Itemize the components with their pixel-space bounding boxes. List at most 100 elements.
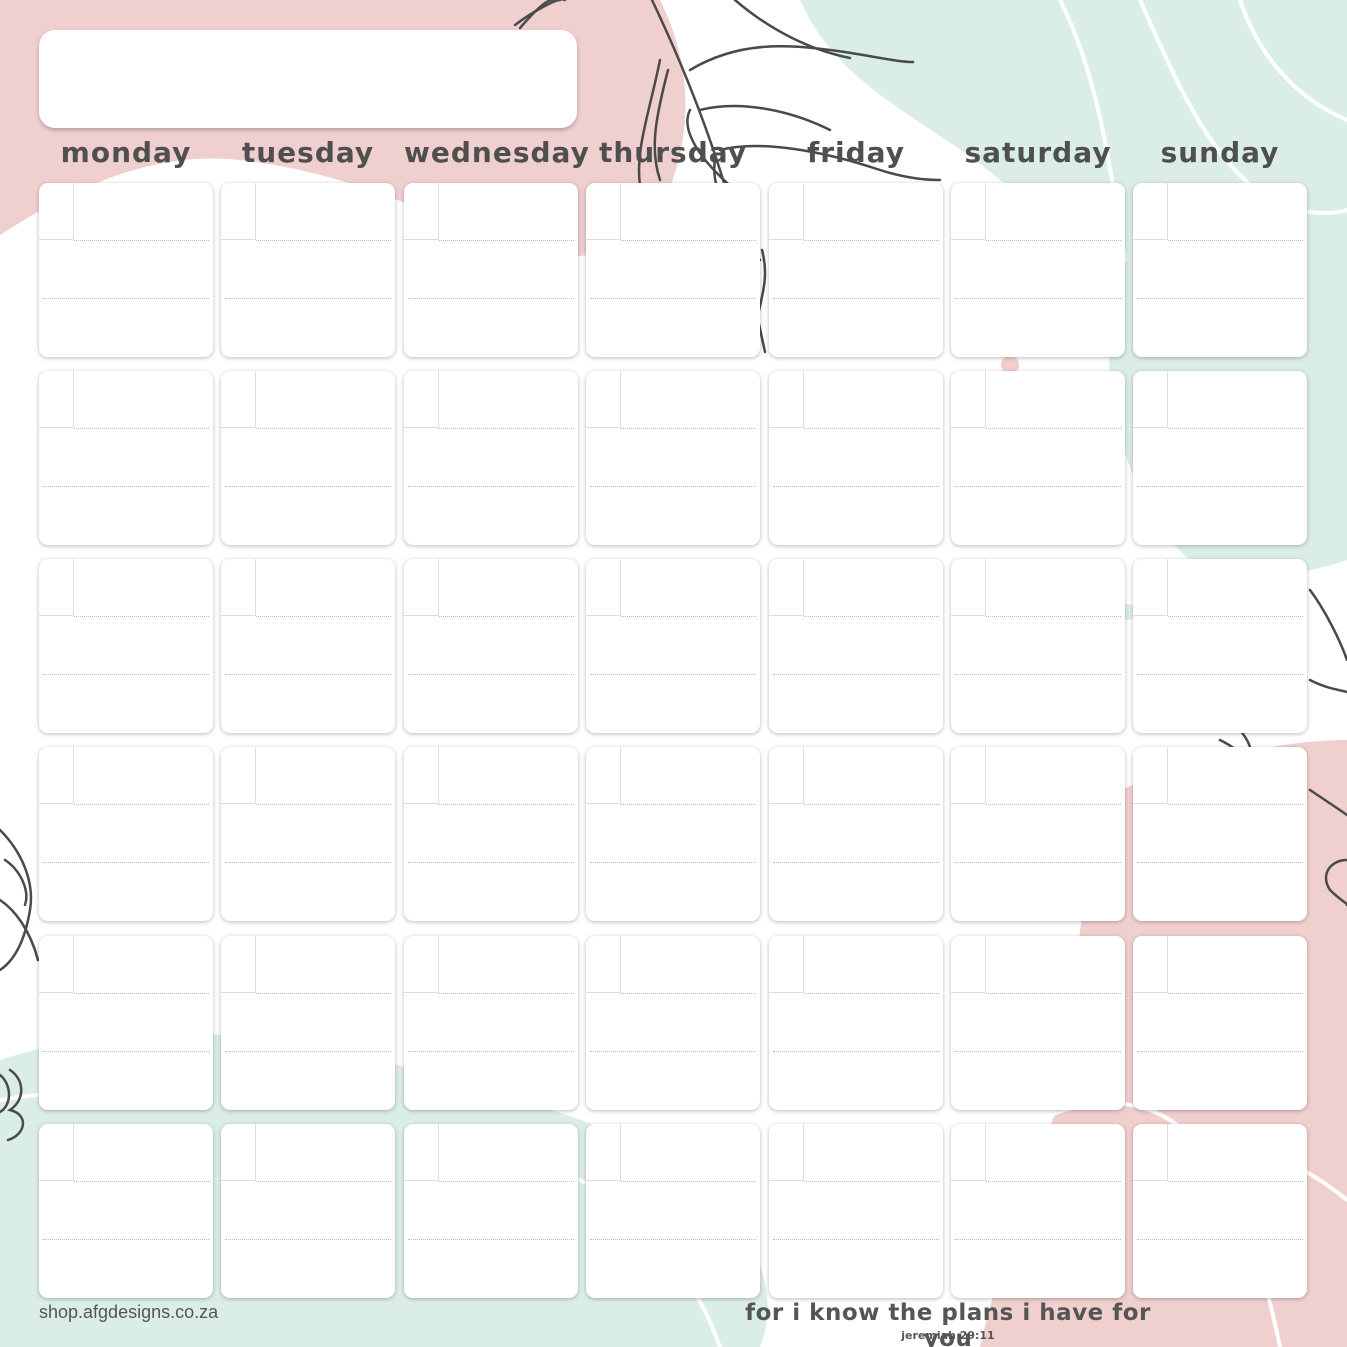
date-number-box[interactable]: [404, 747, 439, 804]
writing-line: [773, 862, 939, 863]
day-cell[interactable]: [769, 183, 943, 357]
date-number-box[interactable]: [39, 183, 74, 240]
day-cell[interactable]: [586, 936, 760, 1110]
day-cell[interactable]: [404, 1124, 578, 1298]
date-number-box[interactable]: [586, 1124, 621, 1181]
writing-line: [590, 1051, 756, 1052]
day-cell[interactable]: [1133, 747, 1307, 921]
date-number-box[interactable]: [39, 747, 74, 804]
scripture-quote: for I know the plans I have for you: [745, 1300, 1151, 1347]
date-number-box[interactable]: [951, 936, 986, 993]
day-cell[interactable]: [586, 1124, 760, 1298]
day-cell[interactable]: [39, 936, 213, 1110]
day-cell[interactable]: [39, 1124, 213, 1298]
date-number-box[interactable]: [769, 747, 804, 804]
day-cell[interactable]: [951, 747, 1125, 921]
writing-line: [804, 993, 939, 994]
weekday-label-sunday: Sunday: [1160, 136, 1280, 169]
day-cell[interactable]: [769, 371, 943, 545]
date-number-box[interactable]: [1133, 183, 1168, 240]
date-number-box[interactable]: [586, 936, 621, 993]
date-number-box[interactable]: [39, 936, 74, 993]
day-cell[interactable]: [404, 936, 578, 1110]
date-number-box[interactable]: [39, 1124, 74, 1181]
day-cell[interactable]: [1133, 183, 1307, 357]
date-number-box[interactable]: [221, 747, 256, 804]
date-number-box[interactable]: [1133, 1124, 1168, 1181]
date-number-box[interactable]: [586, 371, 621, 428]
day-cell[interactable]: [1133, 936, 1307, 1110]
writing-line: [590, 674, 756, 675]
date-number-box[interactable]: [221, 371, 256, 428]
day-cell[interactable]: [769, 936, 943, 1110]
day-cell[interactable]: [221, 747, 395, 921]
day-cell[interactable]: [586, 747, 760, 921]
day-cell[interactable]: [1133, 559, 1307, 733]
date-number-box[interactable]: [221, 559, 256, 616]
date-number-box[interactable]: [769, 371, 804, 428]
date-number-box[interactable]: [769, 1124, 804, 1181]
date-number-box[interactable]: [221, 183, 256, 240]
date-number-box[interactable]: [769, 559, 804, 616]
date-number-box[interactable]: [951, 747, 986, 804]
day-cell[interactable]: [221, 183, 395, 357]
day-cell[interactable]: [951, 1124, 1125, 1298]
day-cell[interactable]: [769, 747, 943, 921]
day-cell[interactable]: [404, 371, 578, 545]
date-number-box[interactable]: [586, 183, 621, 240]
day-cell[interactable]: [586, 559, 760, 733]
date-number-box[interactable]: [1133, 559, 1168, 616]
date-number-box[interactable]: [586, 559, 621, 616]
date-number-box[interactable]: [1133, 936, 1168, 993]
date-number-box[interactable]: [39, 371, 74, 428]
day-cell[interactable]: [221, 936, 395, 1110]
date-number-box[interactable]: [1133, 747, 1168, 804]
day-cell[interactable]: [951, 559, 1125, 733]
writing-line: [439, 428, 574, 429]
writing-line: [256, 240, 391, 241]
day-cell[interactable]: [404, 559, 578, 733]
day-cell[interactable]: [586, 183, 760, 357]
day-cell[interactable]: [39, 747, 213, 921]
date-number-box[interactable]: [404, 183, 439, 240]
writing-line: [439, 993, 574, 994]
month-title-box[interactable]: [39, 30, 577, 128]
writing-line: [256, 993, 391, 994]
date-number-box[interactable]: [404, 936, 439, 993]
day-cell[interactable]: [221, 371, 395, 545]
date-number-box[interactable]: [951, 183, 986, 240]
day-cell[interactable]: [221, 559, 395, 733]
day-cell[interactable]: [39, 371, 213, 545]
date-number-box[interactable]: [586, 747, 621, 804]
date-number-box[interactable]: [39, 559, 74, 616]
day-cell[interactable]: [769, 559, 943, 733]
date-number-box[interactable]: [1133, 371, 1168, 428]
writing-line: [1168, 993, 1303, 994]
day-cell[interactable]: [1133, 371, 1307, 545]
date-number-box[interactable]: [404, 371, 439, 428]
date-number-box[interactable]: [221, 936, 256, 993]
date-number-box[interactable]: [769, 183, 804, 240]
date-number-box[interactable]: [951, 371, 986, 428]
day-cell[interactable]: [404, 747, 578, 921]
day-cell[interactable]: [221, 1124, 395, 1298]
writing-line: [43, 486, 209, 487]
day-cell[interactable]: [39, 559, 213, 733]
date-number-box[interactable]: [769, 936, 804, 993]
day-cell[interactable]: [1133, 1124, 1307, 1298]
writing-line: [590, 862, 756, 863]
day-cell[interactable]: [951, 936, 1125, 1110]
date-number-box[interactable]: [951, 1124, 986, 1181]
writing-line: [1168, 804, 1303, 805]
day-cell[interactable]: [586, 371, 760, 545]
day-cell[interactable]: [951, 183, 1125, 357]
date-number-box[interactable]: [221, 1124, 256, 1181]
writing-line: [256, 616, 391, 617]
day-cell[interactable]: [769, 1124, 943, 1298]
date-number-box[interactable]: [404, 559, 439, 616]
day-cell[interactable]: [951, 371, 1125, 545]
day-cell[interactable]: [39, 183, 213, 357]
date-number-box[interactable]: [404, 1124, 439, 1181]
day-cell[interactable]: [404, 183, 578, 357]
date-number-box[interactable]: [951, 559, 986, 616]
